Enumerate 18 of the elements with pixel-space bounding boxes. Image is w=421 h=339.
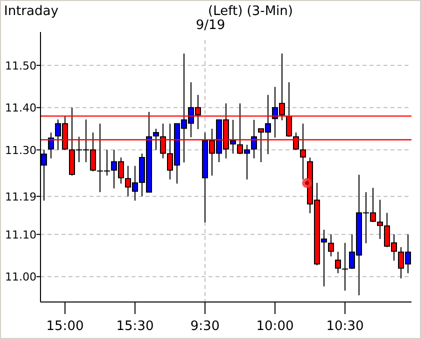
text: Intraday (4, 4, 59, 19)
y-tick-label: 11.00 (5, 270, 36, 284)
candlestick (328, 234, 334, 257)
candlestick (342, 242, 348, 292)
y-tick-label: 11.19 (5, 190, 36, 204)
x-tick-label: 15:30 (116, 319, 154, 334)
x-tick-label: 10:30 (326, 319, 364, 334)
y-tick-label: 11.50 (5, 59, 36, 72)
y-tick-label: 11.40 (5, 102, 36, 115)
chart-subtitle: 9/19 (196, 18, 226, 33)
x-tick-label: 10:00 (256, 319, 294, 334)
candlestick (153, 128, 159, 150)
chart-title: (Left) (3-Min) (208, 4, 293, 19)
y-tick-label: 11.30 (5, 144, 36, 157)
x-tick-label: 15:00 (46, 319, 84, 334)
x-tick-label: 9:30 (190, 319, 220, 334)
candlestick (335, 251, 341, 274)
y-tick-label: 11.10 (5, 228, 36, 242)
